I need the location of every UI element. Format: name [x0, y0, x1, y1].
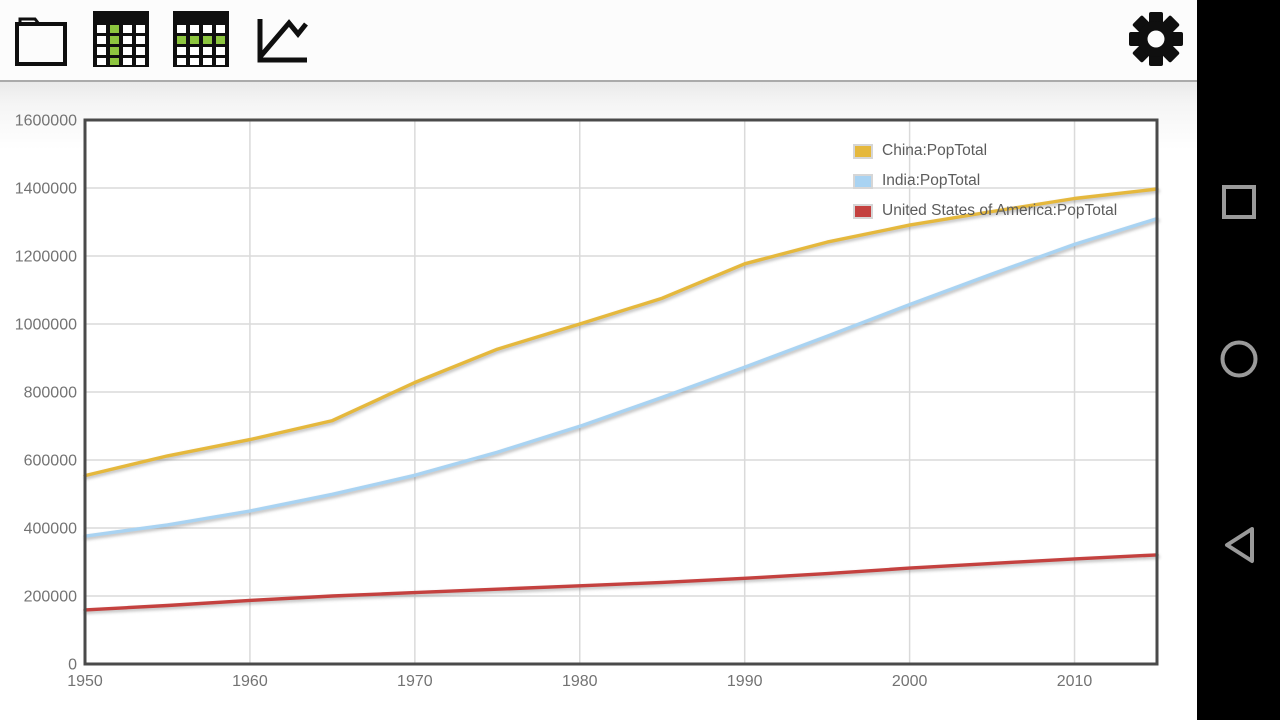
china-series-swatch — [853, 143, 873, 159]
y-axis-tick-label: 600000 — [24, 453, 77, 470]
y-axis-tick-label: 0 — [68, 657, 77, 674]
x-axis-tick-label: 2000 — [892, 673, 928, 690]
triangle-left-icon — [1221, 527, 1257, 568]
legend-item-china: China:PopTotal — [853, 136, 1117, 166]
toolbar — [0, 0, 1197, 82]
x-axis-tick-label: 1970 — [397, 673, 433, 690]
usa-series-swatch — [853, 203, 873, 219]
legend-item-usa: United States of America:PopTotal — [853, 196, 1117, 226]
y-axis-tick-label: 1600000 — [15, 113, 77, 130]
india-series-swatch — [853, 173, 873, 189]
table-row-selected-icon — [173, 10, 229, 70]
table-row-view-button[interactable] — [172, 10, 230, 70]
folder-icon — [13, 11, 69, 70]
x-axis-tick-label: 1950 — [67, 673, 103, 690]
x-axis-tick-label: 2010 — [1057, 673, 1093, 690]
population-line-chart: 0 200000 400000 600000 800000 1000000 1200000 1… — [15, 113, 1159, 690]
recents-button[interactable] — [1221, 184, 1257, 223]
chart-legend: China:PopTotal India:PopTotal United Sta… — [853, 136, 1117, 226]
y-axis-tick-label: 800000 — [24, 385, 77, 402]
x-axis-tick-label: 1980 — [562, 673, 598, 690]
x-axis-tick-label: 1990 — [727, 673, 763, 690]
back-button[interactable] — [1221, 525, 1257, 568]
series-line-india — [83, 216, 1159, 538]
plot-border — [83, 118, 1159, 666]
chart-area: 0 200000 400000 600000 800000 1000000 1200000 1… — [0, 82, 1197, 720]
settings-button[interactable] — [1127, 11, 1185, 69]
legend-label: United States of America:PopTotal — [882, 202, 1118, 219]
legend-label: China:PopTotal — [882, 142, 988, 159]
y-axis-tick-label: 1200000 — [15, 249, 77, 266]
population-app-window: 0 200000 400000 600000 800000 1000000 1200000 1… — [0, 0, 1197, 720]
series-line-china — [83, 187, 1159, 478]
gear-icon — [1127, 10, 1185, 71]
home-button[interactable] — [1220, 340, 1258, 381]
android-navigation-bar — [1197, 0, 1280, 720]
line-chart-icon — [253, 11, 309, 70]
y-axis-tick-label: 200000 — [24, 589, 77, 606]
y-axis-tick-label: 400000 — [24, 521, 77, 538]
open-file-button[interactable] — [12, 11, 70, 69]
table-column-view-button[interactable] — [92, 10, 150, 70]
square-icon — [1221, 185, 1257, 223]
series-line-usa — [83, 553, 1159, 612]
x-axis-tick-label: 1960 — [232, 673, 268, 690]
legend-label: India:PopTotal — [882, 172, 981, 189]
chart-view-button[interactable] — [252, 11, 310, 69]
y-axis-tick-label: 1000000 — [15, 317, 77, 334]
y-axis-tick-label: 1400000 — [15, 181, 77, 198]
legend-item-india: India:PopTotal — [853, 166, 1117, 196]
table-column-selected-icon — [93, 10, 149, 70]
circle-icon — [1220, 340, 1258, 381]
